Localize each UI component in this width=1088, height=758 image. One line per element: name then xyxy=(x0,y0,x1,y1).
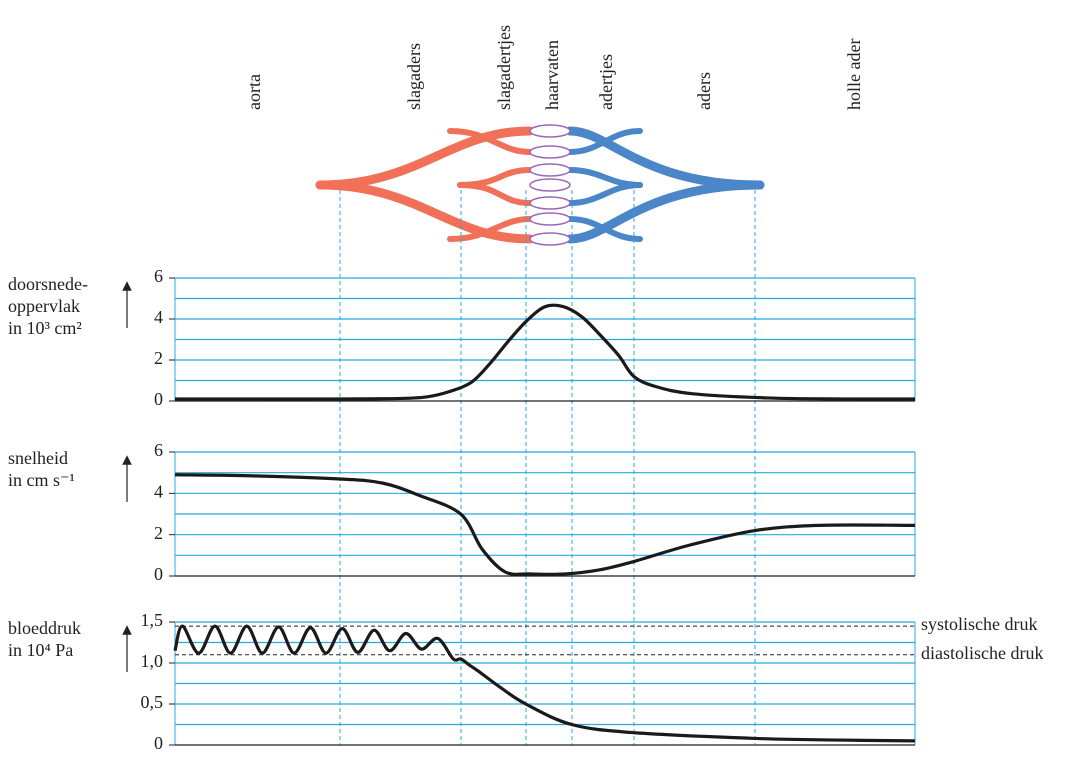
y-tick-label: 6 xyxy=(154,266,163,286)
vessel-label: slagaders xyxy=(404,43,424,110)
data-line xyxy=(173,624,916,743)
vessel-label: slagadertjes xyxy=(494,25,514,110)
y-tick-label: 1,0 xyxy=(141,651,164,671)
y-tick-label: 4 xyxy=(154,307,163,327)
vessel-diagram xyxy=(171,124,917,246)
y-tick-label: 4 xyxy=(154,481,163,501)
data-line xyxy=(175,303,916,401)
branch xyxy=(315,126,765,190)
reference-label: diastolische druk xyxy=(921,643,1043,663)
y-axis-label: snelheid xyxy=(8,448,68,468)
y-tick-label: 0 xyxy=(154,389,163,409)
y-tick-label: 2 xyxy=(154,523,163,543)
reference-label: systolische druk xyxy=(921,614,1038,634)
branch xyxy=(447,128,643,155)
y-axis-label: in 10³ cm² xyxy=(8,318,82,338)
vessel-label: holle ader xyxy=(844,39,864,110)
region-boundaries xyxy=(339,190,756,745)
y-axis-label: in cm s⁻¹ xyxy=(8,470,75,490)
y-tick-label: 0,5 xyxy=(141,692,164,712)
y-tick-label: 0 xyxy=(154,564,163,584)
vessel-label: aders xyxy=(694,72,714,110)
y-axis-label: oppervlak xyxy=(8,296,80,316)
data-line xyxy=(174,473,916,576)
y-tick-label: 2 xyxy=(154,348,163,368)
y-tick-label: 1,5 xyxy=(141,610,164,630)
y-tick-label: 6 xyxy=(154,440,163,460)
y-axis-label: bloeddruk xyxy=(8,618,81,638)
branch xyxy=(457,182,643,206)
y-axis-label: doorsnede- xyxy=(8,274,88,294)
capillaries xyxy=(529,124,571,246)
branch xyxy=(447,216,643,242)
vessel-label: adertjes xyxy=(596,54,616,110)
vessel-label: haarvaten xyxy=(542,40,562,110)
branch xyxy=(315,180,765,244)
vessel-label: aorta xyxy=(244,74,264,110)
y-axis-label: in 10⁴ Pa xyxy=(8,640,73,660)
y-tick-label: 0 xyxy=(154,733,163,753)
